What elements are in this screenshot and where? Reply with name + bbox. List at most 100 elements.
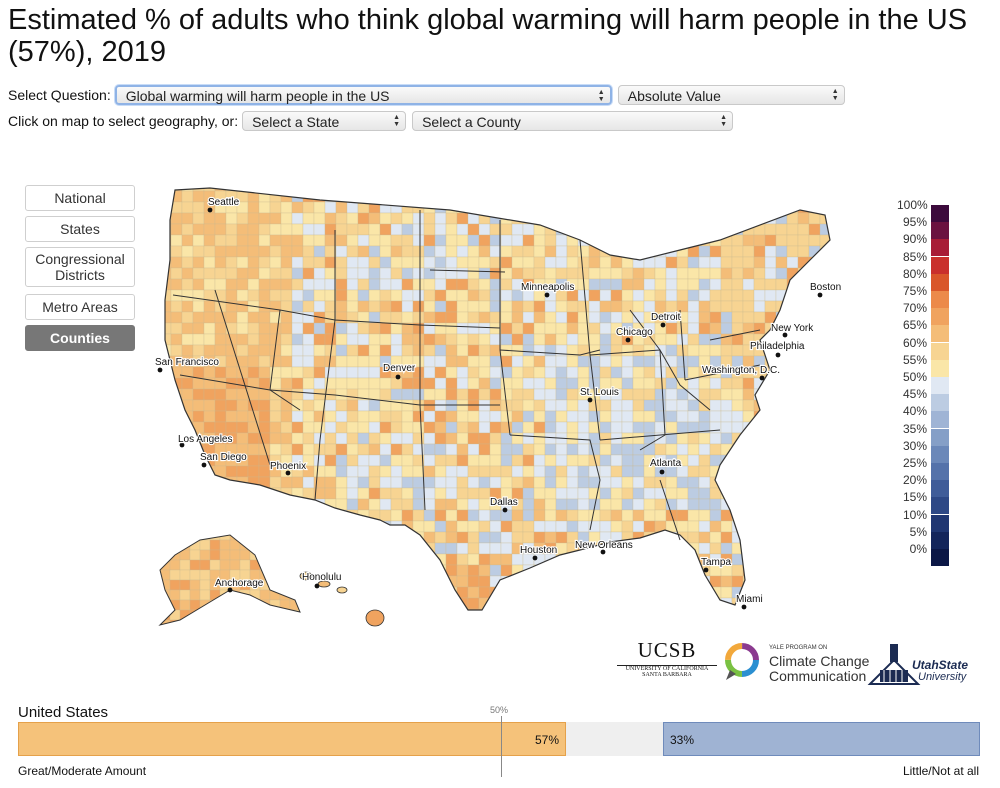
city-dot — [227, 587, 233, 593]
city-dot — [775, 352, 781, 358]
county-select[interactable]: Select a County ▲ ▼ — [412, 111, 734, 131]
city-label: Houston — [520, 545, 557, 556]
legend-swatch — [931, 205, 949, 222]
city-label: Atlanta — [650, 458, 682, 469]
city-dot — [544, 292, 550, 298]
value-type-select-value: Absolute Value — [627, 88, 721, 104]
city-label: Philadelphia — [750, 341, 805, 352]
city-label: Phoenix — [270, 461, 306, 472]
legend-label: 85% — [902, 249, 927, 264]
great-moderate-bar[interactable]: 57% — [18, 722, 566, 756]
contiguous-us-counties[interactable] — [160, 180, 842, 620]
city-label: San Diego — [200, 452, 247, 463]
state-select-value: Select a State — [252, 114, 340, 130]
legend-label: 50% — [902, 370, 927, 384]
city-label: St. Louis — [580, 387, 619, 398]
legend-swatch — [931, 239, 949, 257]
select-question-label: Select Question: — [8, 87, 111, 103]
little-not-bar[interactable]: 33% — [663, 722, 980, 756]
city-label: Honolulu — [302, 572, 341, 583]
state-borders — [172, 210, 761, 541]
city-markers: Seattle San Francisco Los Angeles San Diego… — [154, 196, 842, 610]
city-label: Anchorage — [215, 578, 264, 589]
question-select-value: Global warming will harm people in the U… — [125, 88, 390, 104]
hawaii-islands[interactable] — [299, 571, 385, 627]
geography-row: Click on map to select geography, or: Se… — [8, 111, 739, 131]
value-type-select[interactable]: Absolute Value ▲ ▼ — [617, 85, 845, 105]
state-select[interactable]: Select a State ▲ ▼ — [242, 111, 407, 131]
city-label: Detroit — [651, 312, 681, 323]
city-dot — [817, 292, 823, 298]
ucsb-logo: UCSB UNIVERSITY OF CALIFORNIA SANTA BARB… — [617, 638, 717, 678]
geo-button-national[interactable]: National — [25, 185, 135, 211]
ucsb-logo-sub2: SANTA BARBARA — [642, 672, 692, 678]
updown-arrows-icon: ▲ ▼ — [597, 89, 605, 103]
legend-label: 40% — [902, 404, 927, 419]
city-dot — [314, 583, 320, 589]
legend-swatch — [931, 463, 949, 480]
city-dot — [625, 337, 631, 343]
geo-prompt-label: Click on map to select geography, or: — [8, 113, 239, 129]
city-dot — [659, 469, 665, 475]
geo-button-states[interactable]: States — [25, 216, 135, 242]
legend-label: 90% — [902, 232, 927, 247]
city-label: Tampa — [701, 557, 731, 568]
question-row: Select Question: Global warming will har… — [8, 85, 851, 105]
city-dot — [207, 207, 213, 213]
fifty-percent-line — [501, 716, 502, 777]
yale-line2: Communication — [769, 668, 867, 684]
legend-swatch — [931, 291, 949, 308]
yale-line1: Climate Change — [769, 653, 870, 669]
legend-swatch — [931, 428, 949, 446]
legend-label: 15% — [902, 490, 927, 505]
legend-swatch — [931, 325, 949, 343]
fifty-percent-marker-label: 50% — [490, 705, 509, 715]
page-title: Estimated % of adults who think global w… — [8, 4, 968, 68]
city-dot — [759, 375, 765, 381]
us-counties-map[interactable]: Seattle San Francisco Los Angeles San Diego… — [120, 180, 880, 630]
updown-arrows-icon: ▲ ▼ — [720, 114, 728, 128]
legend-label: 70% — [902, 301, 927, 316]
legend-swatch — [931, 273, 949, 291]
city-label: Denver — [383, 363, 416, 374]
city-label: Seattle — [208, 197, 240, 208]
geo-button-counties[interactable]: Counties — [25, 325, 135, 351]
city-label: Boston — [810, 282, 841, 293]
city-dot — [600, 549, 606, 555]
legend-swatch — [931, 342, 949, 360]
city-label: Chicago — [616, 327, 653, 338]
legend-swatch — [931, 308, 949, 326]
legend-label: 35% — [902, 421, 927, 436]
legend-swatch — [931, 222, 949, 240]
legend-label: 95% — [902, 215, 927, 230]
legend-label: 30% — [902, 438, 927, 453]
geo-button-metro-areas[interactable]: Metro Areas — [25, 294, 135, 320]
question-select[interactable]: Global warming will harm people in the U… — [114, 85, 612, 105]
legend-swatch — [931, 394, 949, 412]
legend-label: 60% — [902, 335, 927, 350]
legend-swatch — [931, 377, 949, 394]
climate-ring-icon — [725, 643, 759, 680]
legend-swatch — [931, 445, 949, 463]
city-label: New Orleans — [575, 540, 633, 551]
legend-swatch — [931, 359, 949, 377]
city-label: Dallas — [490, 497, 518, 508]
legend-swatch — [931, 549, 949, 566]
little-not-label: Little/Not at all — [902, 764, 979, 778]
city-label: Los Angeles — [178, 434, 233, 445]
updown-arrows-icon: ▲ ▼ — [393, 114, 401, 128]
legend-label: 80% — [902, 266, 927, 281]
geo-button-congressional-districts[interactable]: Congressional Districts — [25, 247, 135, 287]
little-not-value: 33% — [670, 733, 695, 747]
legend-swatch — [931, 497, 949, 515]
legend-label: 25% — [902, 456, 927, 470]
legend-swatch — [931, 514, 949, 532]
legend-label: 65% — [902, 318, 927, 333]
city-dot — [741, 604, 747, 610]
city-dot — [285, 470, 291, 476]
legend-label: 55% — [902, 352, 927, 367]
city-label: New York — [771, 323, 814, 334]
legend-label: 20% — [902, 473, 927, 488]
legend-swatch — [931, 256, 949, 274]
city-label: San Francisco — [155, 357, 219, 368]
